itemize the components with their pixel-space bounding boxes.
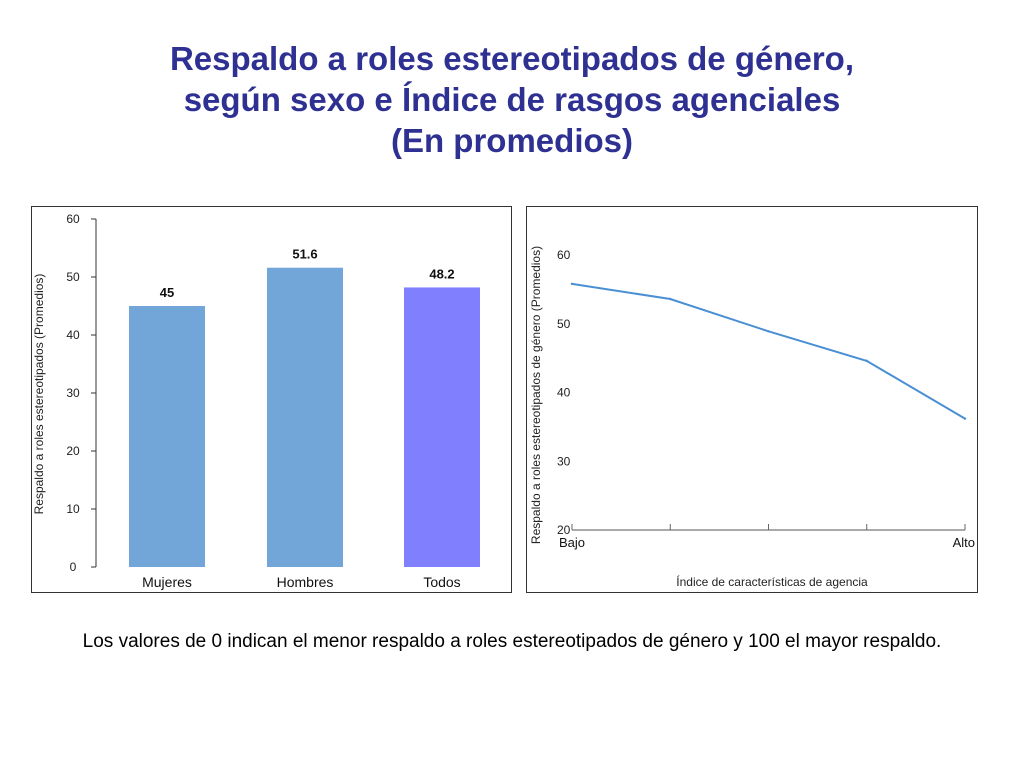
bar-category-label: Hombres	[277, 574, 334, 590]
line-xtick-label: Alto	[953, 535, 975, 550]
line-point	[963, 417, 967, 420]
line-ylabel: Respaldo a roles estereotipados de géner…	[529, 246, 543, 544]
line-chart-panel: Respaldo a roles estereotipados de géner…	[526, 206, 978, 593]
line-ytick-label: 50	[557, 317, 571, 331]
bar-hombres	[267, 267, 343, 567]
bar-ytick-label: 20	[66, 444, 80, 458]
line-ytick-label: 20	[557, 523, 571, 537]
line-point	[865, 359, 868, 363]
footnote: Los valores de 0 indican el menor respal…	[82, 631, 942, 652]
bar-mujeres	[129, 306, 205, 567]
bar-ytick-label: 60	[66, 212, 80, 226]
line-point	[767, 330, 770, 333]
bar-ytick-label: 40	[66, 328, 80, 342]
bar-category-label: Todos	[423, 574, 460, 590]
title-line-2: según sexo e Índice de rasgos agenciales	[183, 81, 841, 118]
line-chart: Respaldo a roles estereotipados de géner…	[529, 246, 975, 589]
bar-ylabel: Respaldo a roles estereotipados (Promedi…	[32, 274, 46, 515]
bar-category-label: Mujeres	[142, 574, 192, 590]
bar-chart: Respaldo a roles estereotipados (Promedi…	[32, 212, 480, 590]
line-point	[570, 282, 574, 286]
bar-ytick-label: 0	[70, 560, 77, 574]
title-line-3: (En promedios)	[390, 122, 633, 159]
line-point	[669, 297, 672, 301]
bar-chart-panel: Respaldo a roles estereotipados (Promedi…	[31, 206, 512, 593]
bar-ytick-label: 30	[66, 386, 80, 400]
line-xtick-label: Bajo	[559, 535, 585, 550]
title-line-1: Respaldo a roles estereotipados de géner…	[169, 40, 855, 77]
line-xlabel: Índice de características de agencia	[676, 574, 868, 589]
bar-ytick-label: 10	[66, 502, 80, 516]
slide-title: Respaldo a roles estereotipados de géner…	[0, 38, 1024, 161]
line-ytick-label: 30	[557, 454, 571, 468]
line-ytick-label: 40	[557, 386, 571, 400]
bar-value-label: 45	[160, 285, 174, 300]
bar-value-label: 48.2	[429, 266, 454, 281]
bar-ytick-label: 50	[66, 270, 80, 284]
bar-value-label: 51.6	[292, 247, 317, 262]
line-series	[571, 282, 966, 420]
line-ytick-label: 60	[557, 248, 571, 262]
bar-todos	[404, 287, 480, 567]
